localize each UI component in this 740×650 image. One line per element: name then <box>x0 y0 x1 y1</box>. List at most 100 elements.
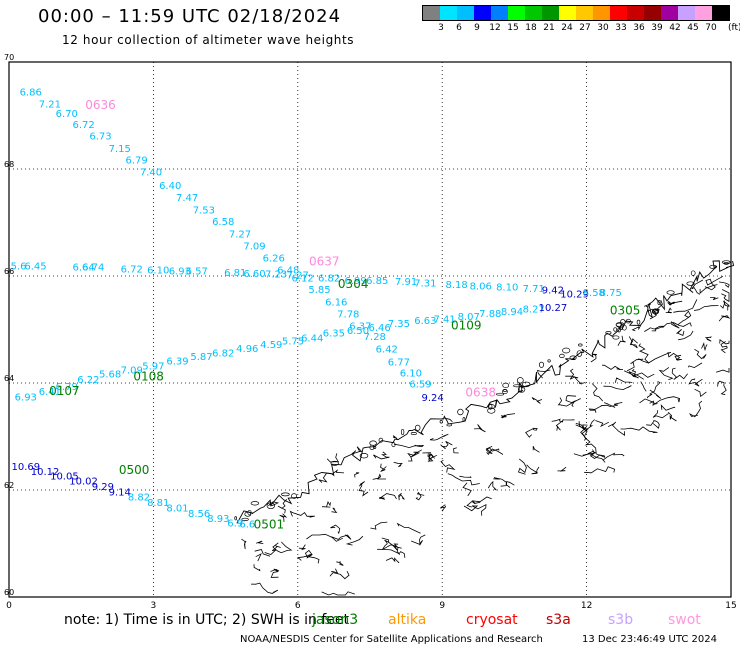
island <box>391 442 396 447</box>
swh-value-label: 7.21 <box>39 100 61 111</box>
coastline-fjord <box>270 568 280 578</box>
coastline-fjord <box>665 307 672 314</box>
coastline-fjord <box>718 281 730 288</box>
satellite-legend-s3a: s3a <box>546 612 571 628</box>
swh-value-label: 10.27 <box>539 303 568 314</box>
legend-unit: (ft) <box>728 23 740 33</box>
swh-value-label: 6.93 <box>169 266 191 277</box>
island <box>666 290 675 295</box>
coastline-fjord <box>602 364 624 370</box>
swh-value-label: 9.14 <box>109 487 131 498</box>
swh-value-label: 7.15 <box>109 144 131 155</box>
y-tick-label: 62 <box>4 481 14 490</box>
coastline-fjord <box>462 482 472 497</box>
coastline-fjord <box>380 463 387 472</box>
track-0636: 6.867.216.706.726.737.156.797.406.407.47… <box>20 88 444 405</box>
swh-value-label: 8.93 <box>207 514 229 525</box>
coastline-fjord <box>381 539 397 551</box>
pass-time-label: 0638 <box>465 385 496 399</box>
swh-value-label: 6.22 <box>77 375 99 386</box>
coastline-fjord <box>662 322 692 328</box>
island <box>250 501 260 506</box>
coastline-fjord <box>658 367 674 381</box>
coastline-fjord <box>676 328 685 336</box>
coastline-fjord <box>640 381 647 392</box>
coastline-fjord <box>306 533 343 542</box>
legend-swatch <box>610 6 627 20</box>
legend-swatch <box>474 6 491 20</box>
coastline-fjord <box>647 381 661 399</box>
page-title: 00:00 – 11:59 UTC 02/18/2024 <box>38 6 342 27</box>
island <box>369 444 375 450</box>
island <box>359 453 369 459</box>
coastline-fjord <box>264 545 281 555</box>
coastline-fjord <box>444 417 453 422</box>
coastline-fjord <box>644 303 657 315</box>
swh-value-label: 8.75 <box>600 288 622 299</box>
coastline-fjord <box>336 561 344 566</box>
pass-time-label: 0107 <box>49 384 80 398</box>
island <box>723 262 729 265</box>
track-0500: 10.6910.1210.0510.029.299.148.828.818.01… <box>11 462 255 530</box>
coastline-fjord <box>578 419 595 431</box>
credit-text: NOAA/NESDIS Center for Satellite Applica… <box>240 634 543 645</box>
swh-value-label: 7.27 <box>287 271 309 282</box>
swh-value-label: 6.50 <box>347 326 369 337</box>
coastline-fjord <box>678 330 694 341</box>
coastline-fjord <box>517 458 527 475</box>
coastline-fjord <box>715 368 730 373</box>
coastline-fjord <box>649 299 663 320</box>
island <box>612 335 620 340</box>
coastline-fjord <box>649 396 681 407</box>
coastline-fjord <box>569 368 582 385</box>
island <box>369 440 377 446</box>
coastline-fjord <box>573 453 606 463</box>
y-tick-label: 70 <box>4 53 14 62</box>
coastline-fjord <box>330 524 341 535</box>
swh-value-label: 6.59 <box>409 379 431 390</box>
note-text: note: 1) Time is in UTC; 2) SWH is in fe… <box>64 612 350 628</box>
satellite-legend-swot: swot <box>668 612 701 628</box>
coastline-fjord <box>667 351 682 361</box>
coastline-fjord <box>595 420 609 428</box>
coastline-fjord <box>277 499 288 514</box>
coastline-fjord <box>671 367 688 380</box>
swh-value-label: 6.39 <box>166 356 188 367</box>
island <box>462 416 466 422</box>
coastline-fjord <box>709 296 719 301</box>
coastline-fjord <box>440 459 456 473</box>
swh-value-label: 6.9 <box>227 518 243 529</box>
pass-time-label: 0637 <box>309 254 340 268</box>
island <box>559 353 565 359</box>
coastline-fjord <box>447 473 480 486</box>
coastline-fjord <box>617 335 626 346</box>
swh-value-label: 7.41 <box>433 315 455 326</box>
coastline-fjord <box>602 452 625 461</box>
island <box>234 516 238 521</box>
swh-value-label: 6.79 <box>56 382 78 393</box>
swh-value-label: 8.18 <box>445 280 467 291</box>
legend-swatch <box>678 6 695 20</box>
coastline-fjord <box>377 548 400 556</box>
y-tick-labels: 70 68 66 64 62 60 <box>4 53 14 597</box>
coastline-fjord <box>407 451 421 458</box>
swh-value-label: 7.09 <box>121 365 143 376</box>
island <box>247 509 252 516</box>
swh-value-label: 8.82 <box>128 493 150 504</box>
island <box>281 492 290 497</box>
satellite-legend-s3b: s3b <box>608 612 634 628</box>
legend-label: 9 <box>474 23 480 33</box>
swh-value-label: 6.26 <box>263 254 285 265</box>
coastline-fjord <box>603 402 616 408</box>
coastline-fjord <box>590 353 598 363</box>
coastline-fjord <box>354 472 360 478</box>
swh-value-label: 8.58 <box>583 288 605 299</box>
island <box>378 437 384 443</box>
satellite-legend-cryosat: cryosat <box>466 612 518 628</box>
swh-value-label: 8.06 <box>470 281 492 292</box>
swh-value-label: 8.10 <box>496 282 518 293</box>
coastline-fjord <box>459 475 472 478</box>
coastline-fjord <box>691 279 704 295</box>
coastline-fjord <box>373 451 390 460</box>
coastline-fjord <box>660 404 676 411</box>
